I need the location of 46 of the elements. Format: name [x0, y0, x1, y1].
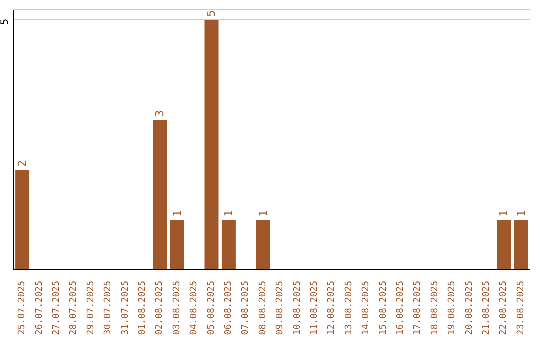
- x-tick-label: 30.07.2025: [104, 281, 114, 336]
- bar: [170, 220, 184, 270]
- x-tick-label: 12.08.2025: [327, 281, 338, 336]
- data-label: 2: [16, 160, 30, 167]
- data-label: 1: [170, 210, 184, 217]
- bar: [514, 220, 528, 270]
- x-tick-label: 19.08.2025: [448, 281, 458, 336]
- bar: [256, 220, 270, 270]
- x-tick-label: 23.08.2025: [516, 281, 526, 336]
- x-tick-label: 26.07.2025: [34, 281, 45, 336]
- data-label: 3: [154, 110, 167, 117]
- x-tick-label: 28.07.2025: [69, 281, 80, 336]
- x-tick-label: 08.08.2025: [258, 281, 268, 336]
- x-tick-label: 10.08.2025: [292, 281, 303, 336]
- x-tick-label: 21.08.2025: [482, 281, 492, 336]
- bar: [16, 170, 30, 270]
- x-tick-label: 05.08.2025: [206, 281, 217, 336]
- x-tick-label: 11.08.2025: [310, 281, 320, 336]
- x-tick-label: 25.07.2025: [18, 281, 28, 336]
- x-tick-label: 27.07.2025: [52, 281, 62, 336]
- data-label: 1: [256, 210, 270, 217]
- x-tick-label: 17.08.2025: [413, 281, 424, 336]
- x-tick-label: 29.07.2025: [86, 281, 96, 336]
- x-tick-label: 18.08.2025: [430, 281, 440, 336]
- data-label: 5: [205, 10, 218, 17]
- x-tick-label: 07.08.2025: [241, 281, 252, 336]
- bar: [497, 220, 512, 270]
- x-tick-label: 22.08.2025: [499, 281, 510, 336]
- x-tick-label: 20.08.2025: [464, 281, 475, 336]
- x-tick-label: 14.08.2025: [362, 281, 372, 336]
- x-tick-label: 03.08.2025: [172, 281, 182, 336]
- data-label: 1: [498, 210, 511, 217]
- x-tick-label: 04.08.2025: [190, 281, 200, 336]
- bar: [222, 220, 236, 270]
- x-tick-label: 16.08.2025: [396, 281, 406, 336]
- bar: [204, 20, 219, 270]
- x-tick-label: 01.08.2025: [138, 281, 148, 336]
- bar: [153, 120, 168, 270]
- x-tick-label: 02.08.2025: [155, 281, 166, 336]
- x-tick-label: 31.07.2025: [120, 281, 131, 336]
- x-tick-label: 13.08.2025: [344, 281, 354, 336]
- x-tick-label: 09.08.2025: [276, 281, 286, 336]
- x-tick-label: 15.08.2025: [378, 281, 389, 336]
- x-tick-label: 06.08.2025: [224, 281, 234, 336]
- data-label: 1: [222, 210, 236, 217]
- data-label: 1: [514, 210, 528, 217]
